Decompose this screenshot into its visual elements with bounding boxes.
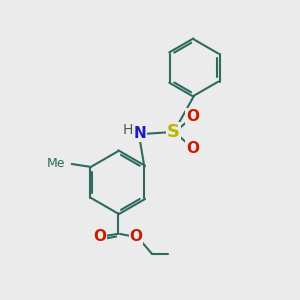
Text: N: N (133, 126, 146, 141)
Text: O: O (186, 141, 199, 156)
Text: H: H (122, 123, 133, 137)
Text: O: O (186, 109, 199, 124)
Text: S: S (167, 123, 180, 141)
Text: Me: Me (46, 158, 65, 170)
Text: O: O (93, 229, 106, 244)
Text: O: O (129, 229, 142, 244)
